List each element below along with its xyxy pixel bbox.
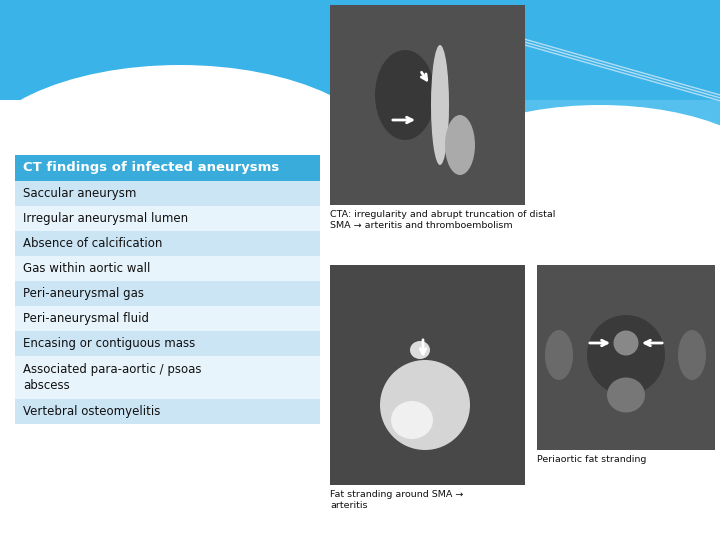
Text: Absence of calcification: Absence of calcification xyxy=(23,237,163,250)
Ellipse shape xyxy=(445,115,475,175)
Bar xyxy=(15,206,320,231)
Bar xyxy=(0,0,720,148)
Bar xyxy=(15,181,320,206)
Ellipse shape xyxy=(410,341,430,359)
Ellipse shape xyxy=(0,65,390,265)
Ellipse shape xyxy=(607,377,645,413)
Bar xyxy=(330,265,525,485)
Bar xyxy=(380,100,720,180)
Ellipse shape xyxy=(678,330,706,380)
Bar xyxy=(537,265,715,450)
Text: Associated para-aortic / psoas
abscess: Associated para-aortic / psoas abscess xyxy=(23,363,202,392)
Bar xyxy=(330,5,525,205)
Ellipse shape xyxy=(587,315,665,395)
Bar xyxy=(0,100,720,540)
Bar xyxy=(15,155,320,181)
Bar xyxy=(15,231,320,256)
Text: Fat stranding around SMA →
arteritis: Fat stranding around SMA → arteritis xyxy=(330,490,464,510)
Bar xyxy=(15,281,320,306)
Ellipse shape xyxy=(375,50,435,140)
Bar xyxy=(15,399,320,424)
Ellipse shape xyxy=(391,401,433,439)
Ellipse shape xyxy=(545,330,573,380)
Text: Irregular aneurysmal lumen: Irregular aneurysmal lumen xyxy=(23,212,188,225)
Text: Vertebral osteomyelitis: Vertebral osteomyelitis xyxy=(23,405,161,418)
Text: Encasing or contiguous mass: Encasing or contiguous mass xyxy=(23,337,195,350)
Bar xyxy=(15,356,320,399)
Ellipse shape xyxy=(613,330,639,355)
Ellipse shape xyxy=(420,105,720,265)
Text: Saccular aneurysm: Saccular aneurysm xyxy=(23,187,136,200)
Ellipse shape xyxy=(380,360,470,450)
Text: Gas within aortic wall: Gas within aortic wall xyxy=(23,262,150,275)
Bar xyxy=(15,306,320,331)
Text: Periaortic fat stranding: Periaortic fat stranding xyxy=(537,455,647,464)
Bar xyxy=(15,256,320,281)
Text: Peri-aneurysmal fluid: Peri-aneurysmal fluid xyxy=(23,312,149,325)
Ellipse shape xyxy=(431,45,449,165)
Bar xyxy=(15,331,320,356)
Text: Peri-aneurysmal gas: Peri-aneurysmal gas xyxy=(23,287,144,300)
Text: CTA: irregularity and abrupt truncation of distal
SMA → arteritis and thromboemb: CTA: irregularity and abrupt truncation … xyxy=(330,210,555,231)
Text: CT findings of infected aneurysms: CT findings of infected aneurysms xyxy=(23,161,279,174)
